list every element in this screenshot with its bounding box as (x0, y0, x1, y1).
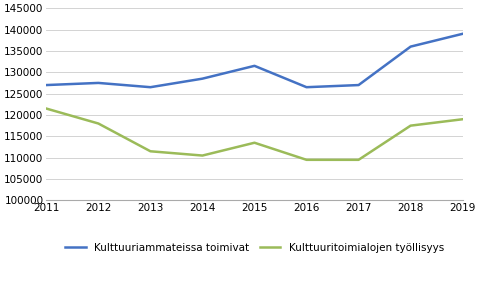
Kulttuuritoimialojen työllisyys (408, 124, 413, 128)
Kulttuuriammateissa toimivat (200, 77, 205, 80)
Kulttuuriammateissa toimivat (356, 83, 361, 87)
Kulttuuritoimialojen työllisyys (96, 122, 101, 125)
Kulttuuritoimialojen työllisyys (147, 150, 153, 153)
Kulttuuritoimialojen työllisyys (200, 154, 205, 157)
Kulttuuriammateissa toimivat (96, 81, 101, 85)
Line: Kulttuuritoimialojen työllisyys: Kulttuuritoimialojen työllisyys (46, 108, 463, 160)
Kulttuuriammateissa toimivat (252, 64, 257, 68)
Kulttuuriammateissa toimivat (304, 86, 310, 89)
Kulttuuriammateissa toimivat (408, 45, 413, 48)
Kulttuuritoimialojen työllisyys (43, 107, 49, 110)
Kulttuuritoimialojen työllisyys (304, 158, 310, 162)
Kulttuuritoimialojen työllisyys (356, 158, 361, 162)
Kulttuuritoimialojen työllisyys (460, 117, 466, 121)
Legend: Kulttuuriammateissa toimivat, Kulttuuritoimialojen työllisyys: Kulttuuriammateissa toimivat, Kulttuurit… (65, 243, 444, 253)
Kulttuuriammateissa toimivat (147, 86, 153, 89)
Kulttuuriammateissa toimivat (460, 32, 466, 35)
Line: Kulttuuriammateissa toimivat: Kulttuuriammateissa toimivat (46, 34, 463, 87)
Kulttuuriammateissa toimivat (43, 83, 49, 87)
Kulttuuritoimialojen työllisyys (252, 141, 257, 145)
